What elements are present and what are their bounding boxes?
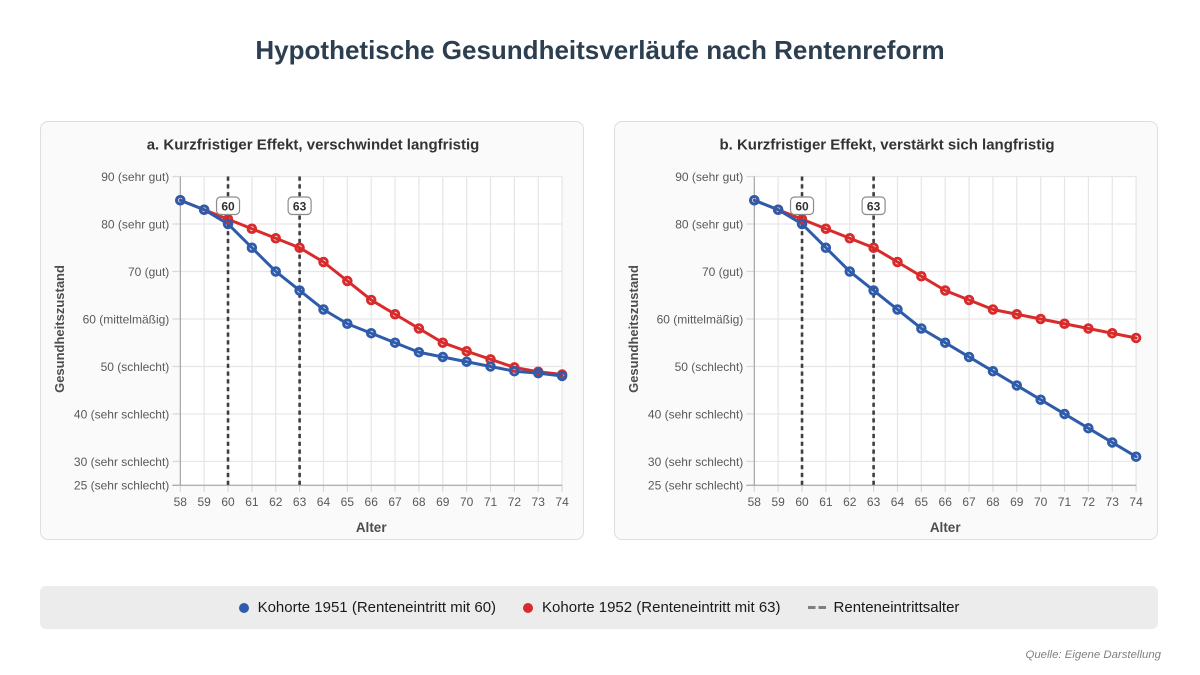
svg-text:74: 74	[555, 495, 569, 509]
svg-text:61: 61	[819, 495, 833, 509]
svg-text:60: 60	[795, 200, 809, 214]
svg-text:70: 70	[1034, 495, 1048, 509]
svg-text:65: 65	[341, 495, 355, 509]
svg-text:64: 64	[317, 495, 331, 509]
svg-text:80 (sehr gut): 80 (sehr gut)	[675, 217, 743, 231]
svg-text:68: 68	[412, 495, 426, 509]
svg-text:58: 58	[174, 495, 188, 509]
svg-text:Gesundheitszustand: Gesundheitszustand	[52, 265, 67, 393]
svg-text:40 (sehr schlecht): 40 (sehr schlecht)	[74, 407, 169, 421]
svg-text:25 (sehr schlecht): 25 (sehr schlecht)	[648, 479, 743, 493]
svg-text:30 (sehr schlecht): 30 (sehr schlecht)	[648, 455, 743, 469]
svg-text:60 (mittelmäßig): 60 (mittelmäßig)	[83, 312, 170, 326]
svg-text:59: 59	[197, 495, 211, 509]
svg-text:69: 69	[1010, 495, 1024, 509]
svg-text:40 (sehr schlecht): 40 (sehr schlecht)	[648, 407, 743, 421]
svg-text:66: 66	[939, 495, 953, 509]
svg-text:67: 67	[962, 495, 976, 509]
svg-text:50 (schlecht): 50 (schlecht)	[101, 360, 170, 374]
svg-text:72: 72	[1082, 495, 1096, 509]
svg-text:73: 73	[1106, 495, 1120, 509]
svg-text:58: 58	[748, 495, 762, 509]
svg-text:60 (mittelmäßig): 60 (mittelmäßig)	[657, 312, 744, 326]
svg-text:74: 74	[1129, 495, 1143, 509]
svg-text:30 (sehr schlecht): 30 (sehr schlecht)	[74, 455, 169, 469]
svg-text:80 (sehr gut): 80 (sehr gut)	[101, 217, 169, 231]
svg-text:59: 59	[771, 495, 785, 509]
svg-text:72: 72	[508, 495, 522, 509]
svg-text:50 (schlecht): 50 (schlecht)	[675, 360, 744, 374]
svg-text:70 (gut): 70 (gut)	[128, 265, 169, 279]
svg-text:63: 63	[867, 200, 881, 214]
svg-text:60: 60	[221, 495, 235, 509]
svg-text:90 (sehr gut): 90 (sehr gut)	[675, 170, 743, 184]
svg-text:25 (sehr schlecht): 25 (sehr schlecht)	[74, 479, 169, 493]
svg-text:60: 60	[221, 200, 235, 214]
svg-text:69: 69	[436, 495, 450, 509]
svg-text:Alter: Alter	[930, 520, 962, 535]
svg-text:Alter: Alter	[356, 520, 388, 535]
svg-text:73: 73	[532, 495, 546, 509]
svg-text:68: 68	[986, 495, 1000, 509]
svg-text:63: 63	[293, 200, 307, 214]
svg-text:62: 62	[843, 495, 857, 509]
svg-text:67: 67	[388, 495, 402, 509]
svg-text:61: 61	[245, 495, 259, 509]
svg-text:66: 66	[365, 495, 379, 509]
svg-text:90 (sehr gut): 90 (sehr gut)	[101, 170, 169, 184]
svg-text:62: 62	[269, 495, 283, 509]
svg-text:71: 71	[484, 495, 498, 509]
svg-text:71: 71	[1058, 495, 1072, 509]
svg-text:60: 60	[795, 495, 809, 509]
svg-text:70 (gut): 70 (gut)	[702, 265, 743, 279]
svg-text:b. Kurzfristiger Effekt, verst: b. Kurzfristiger Effekt, verstärkt sich …	[719, 137, 1054, 154]
svg-text:64: 64	[891, 495, 905, 509]
svg-text:Gesundheitszustand: Gesundheitszustand	[626, 265, 641, 393]
svg-text:65: 65	[915, 495, 929, 509]
svg-text:a. Kurzfristiger Effekt, versc: a. Kurzfristiger Effekt, verschwindet la…	[147, 137, 480, 154]
svg-text:63: 63	[293, 495, 307, 509]
svg-text:70: 70	[460, 495, 474, 509]
svg-text:63: 63	[867, 495, 881, 509]
